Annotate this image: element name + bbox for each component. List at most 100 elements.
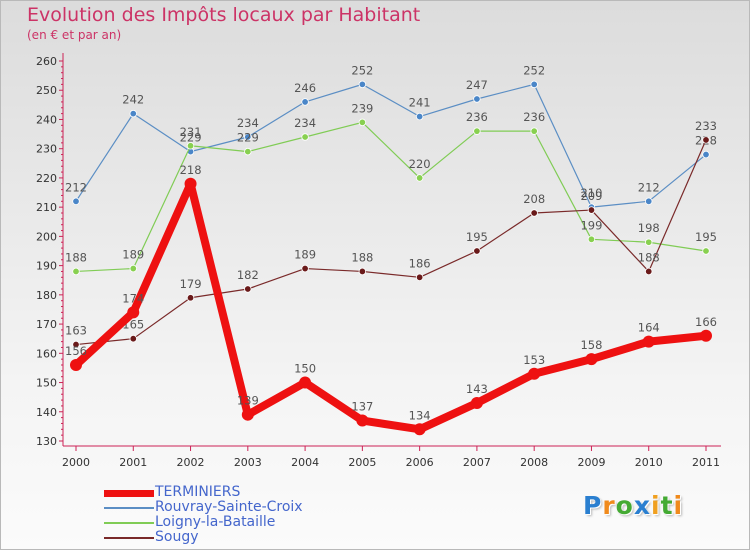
data-point [70, 359, 82, 371]
data-point [528, 367, 541, 380]
legend-label: Sougy [155, 529, 199, 545]
data-label: 236 [523, 110, 545, 124]
x-tick-label: 2002 [177, 456, 205, 469]
data-point [244, 285, 252, 293]
data-label: 153 [523, 353, 545, 367]
legend-swatch [104, 507, 154, 509]
data-label: 231 [180, 125, 202, 139]
logo-letter: i [673, 491, 684, 520]
data-label: 150 [294, 362, 316, 376]
y-tick-label: 130 [36, 435, 57, 448]
data-label: 189 [294, 248, 316, 262]
x-tick-label: 2007 [463, 456, 491, 469]
data-point [473, 247, 481, 255]
data-point [127, 306, 140, 319]
data-point [642, 335, 655, 348]
data-point [244, 133, 252, 141]
x-tick-label: 2011 [692, 456, 720, 469]
x-tick-label: 2001 [119, 456, 147, 469]
data-label: 198 [638, 221, 660, 235]
data-label: 241 [409, 96, 431, 110]
data-point [301, 133, 309, 141]
data-label: 247 [466, 78, 488, 92]
logo-letter: x [633, 491, 651, 520]
legend-label: Rouvray-Sainte-Croix [155, 499, 303, 515]
data-point [415, 174, 424, 182]
data-label: 179 [180, 277, 202, 291]
x-tick-label: 2005 [348, 456, 376, 469]
legend-swatch [104, 537, 154, 539]
x-tick-label: 2000 [62, 456, 90, 469]
data-point [587, 235, 596, 244]
data-label: 229 [180, 131, 202, 145]
data-label: 209 [580, 189, 602, 203]
x-tick-label: 2003 [234, 456, 262, 469]
data-label: 143 [466, 382, 488, 396]
y-tick-label: 250 [36, 84, 57, 97]
legend-swatch [104, 489, 154, 497]
data-point [702, 136, 710, 144]
data-point [356, 414, 369, 427]
chart-title: Evolution des Impôts locaux par Habitant [27, 4, 421, 26]
data-label: 188 [638, 250, 660, 264]
data-label: 137 [351, 400, 373, 414]
data-point [702, 150, 710, 159]
data-point [702, 247, 710, 255]
data-label: 134 [409, 408, 431, 422]
data-point [645, 238, 653, 246]
data-point [645, 267, 653, 276]
data-label: 158 [580, 338, 602, 352]
logo-letter: t [660, 491, 674, 520]
series-line [72, 179, 710, 434]
data-label: 156 [65, 344, 87, 358]
y-tick-label: 220 [36, 172, 57, 185]
data-point [186, 294, 195, 302]
y-tick-label: 180 [36, 289, 57, 302]
data-point [129, 109, 137, 118]
data-label: 242 [122, 93, 144, 107]
data-label: 212 [65, 180, 87, 194]
y-tick-label: 240 [36, 113, 57, 126]
data-label: 195 [695, 230, 717, 244]
data-label: 139 [237, 394, 259, 408]
data-point [700, 329, 712, 342]
data-label: 233 [695, 119, 717, 133]
logo-letter: r [602, 491, 616, 520]
data-point [301, 264, 309, 273]
data-label: 208 [523, 192, 545, 206]
data-point [530, 80, 538, 89]
logo-letter: i [651, 491, 661, 520]
series-line [75, 139, 707, 346]
data-point [473, 95, 481, 103]
data-point [415, 273, 424, 282]
data-label: 189 [122, 248, 144, 262]
y-tick-label: 160 [36, 347, 57, 360]
data-point [470, 397, 483, 409]
data-label: 182 [237, 268, 259, 282]
data-point [530, 209, 538, 217]
data-point [244, 147, 252, 156]
data-label: 246 [294, 81, 316, 95]
data-point [358, 80, 367, 89]
data-label: 252 [351, 63, 373, 77]
legend-label: TERMINIERS [155, 484, 241, 500]
data-label: 236 [466, 110, 488, 124]
data-label: 188 [65, 250, 87, 264]
data-point [299, 376, 312, 389]
data-point [645, 197, 653, 206]
data-label: 199 [580, 218, 602, 232]
data-label: 220 [409, 157, 431, 171]
y-tick-label: 140 [36, 406, 57, 419]
data-point [530, 127, 538, 135]
data-label: 239 [351, 101, 373, 115]
data-point [186, 142, 195, 150]
data-point [587, 206, 596, 214]
data-point [72, 267, 80, 276]
logo-letter: P [583, 491, 603, 520]
logo-letter: o [615, 491, 634, 520]
series-line [75, 121, 707, 273]
y-tick-label: 150 [36, 377, 57, 390]
chart-subtitle: (en € et par an) [27, 28, 122, 42]
x-tick-label: 2009 [577, 456, 605, 469]
